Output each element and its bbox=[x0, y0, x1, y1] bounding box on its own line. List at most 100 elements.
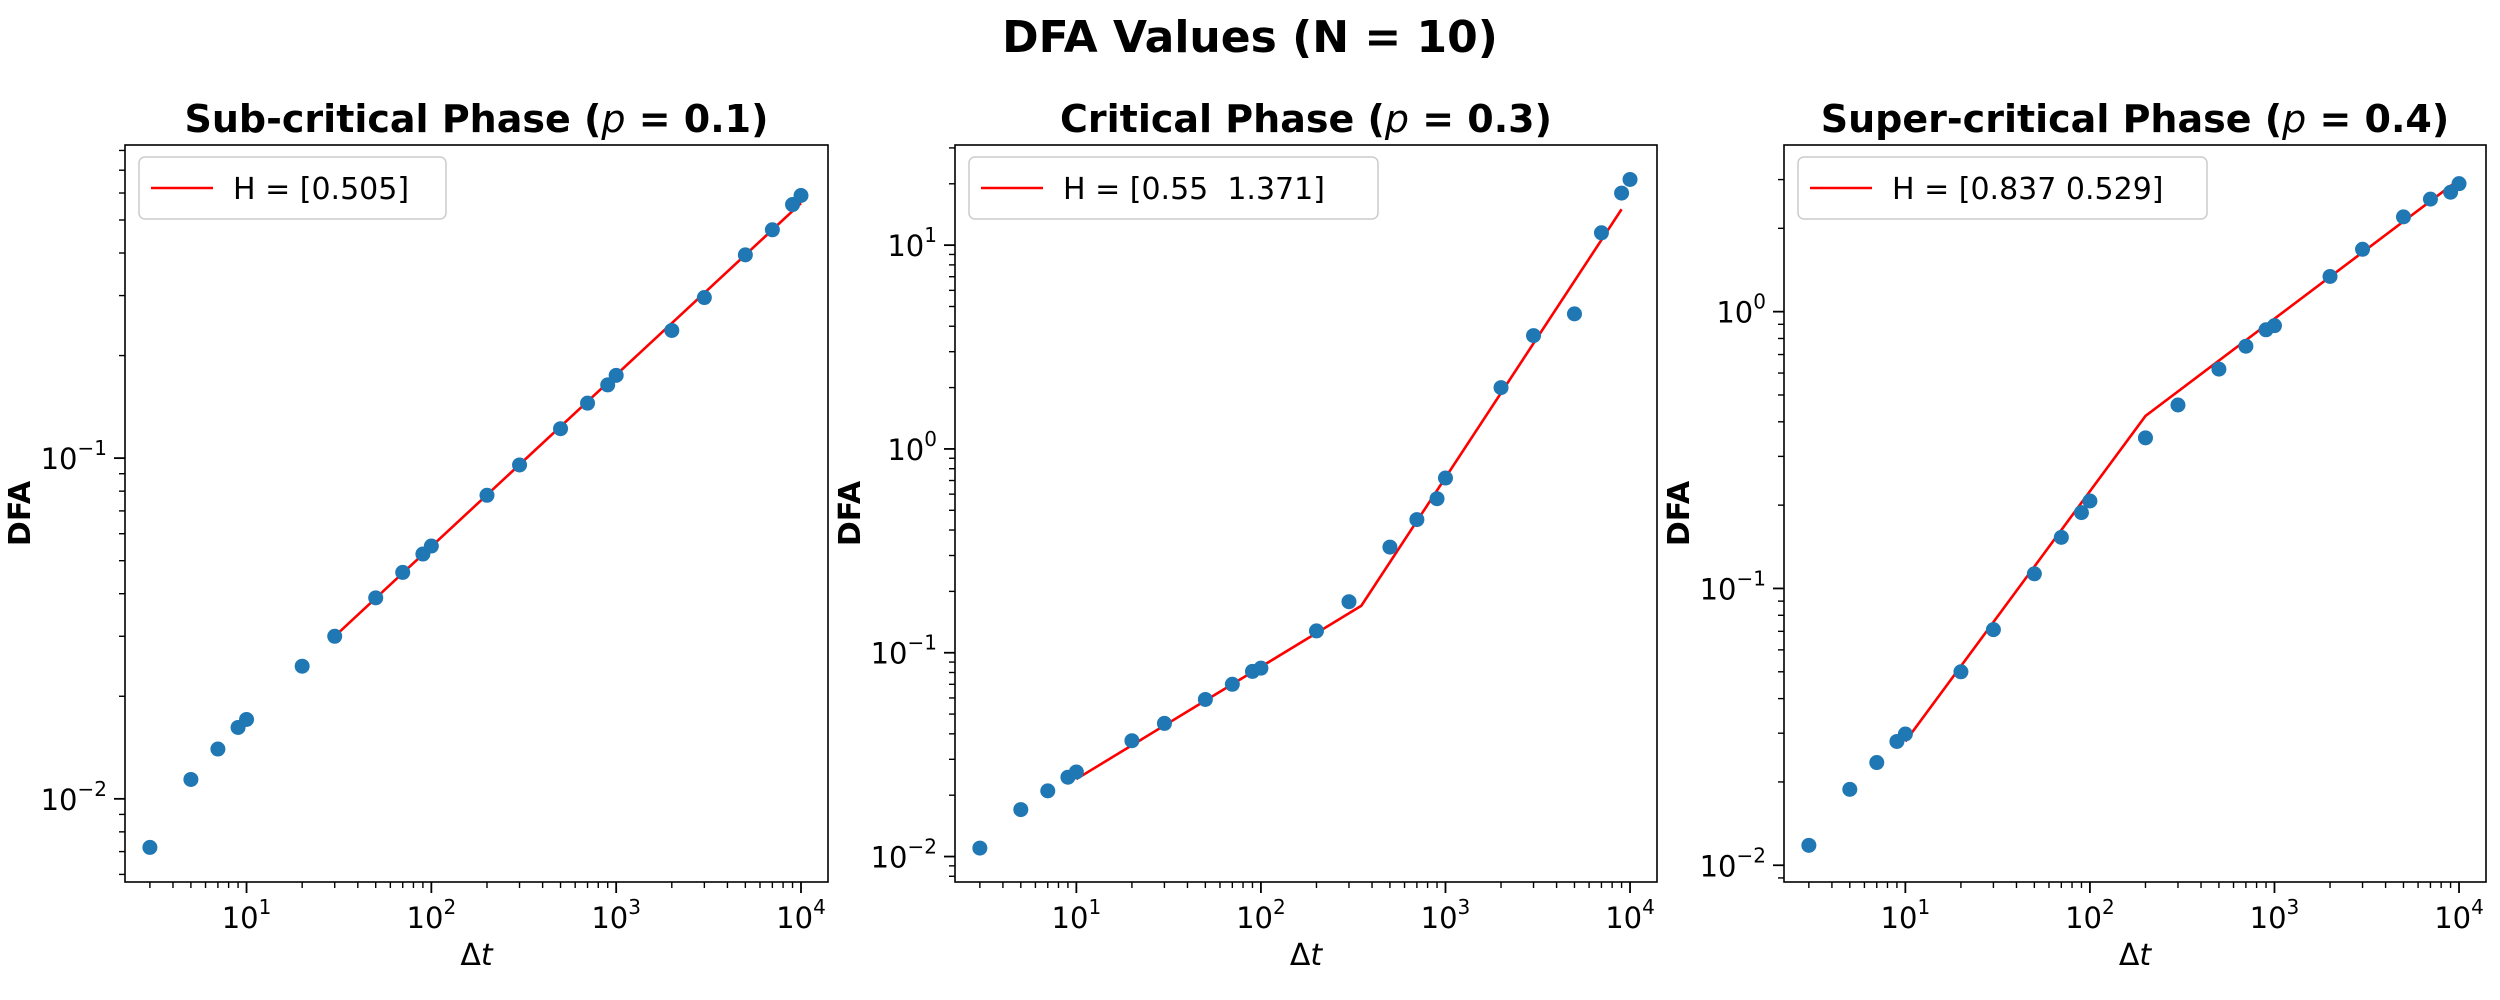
y-axis-label: DFA bbox=[3, 480, 38, 546]
data-point bbox=[1224, 676, 1240, 692]
data-point bbox=[239, 711, 255, 727]
data-point bbox=[1040, 783, 1056, 799]
x-tick-label: 104 bbox=[776, 895, 826, 935]
data-point bbox=[1869, 755, 1885, 771]
legend-box bbox=[968, 156, 1379, 220]
legend-box bbox=[1797, 156, 2208, 220]
chart-panel-1: 101 102 103 104 10−2 10−1 Sub-critical Phase (… bbox=[3, 97, 829, 973]
data-point bbox=[2451, 176, 2467, 192]
data-point bbox=[479, 487, 495, 503]
data-point bbox=[2053, 529, 2069, 545]
data-point bbox=[1156, 715, 1172, 731]
x-tick-label: 103 bbox=[1421, 895, 1471, 935]
data-point bbox=[2082, 493, 2098, 509]
chart-title: Sub-critical Phase (p = 0.1) bbox=[185, 97, 769, 141]
x-axis-label: Δt bbox=[2119, 938, 2153, 973]
scatter-series bbox=[972, 171, 1638, 856]
legend-box bbox=[138, 156, 447, 220]
data-point bbox=[1953, 664, 1969, 680]
data-point bbox=[1308, 623, 1324, 639]
legend: H = [0.837 0.529] bbox=[1797, 156, 2208, 220]
y-tick-label: 10−2 bbox=[871, 835, 937, 875]
y-axis-label: DFA bbox=[1662, 480, 1697, 546]
data-point bbox=[2026, 566, 2042, 582]
data-point bbox=[395, 564, 411, 580]
data-point bbox=[2355, 241, 2371, 257]
data-point bbox=[1013, 802, 1029, 818]
figure-suptitle: DFA Values (N = 10) bbox=[1002, 12, 1498, 63]
data-point bbox=[2073, 505, 2089, 521]
data-point bbox=[1382, 539, 1398, 555]
y-axis-label: DFA bbox=[833, 480, 868, 546]
fit-line bbox=[1075, 208, 1623, 781]
data-point bbox=[2211, 361, 2227, 377]
x-tick-label: 104 bbox=[2434, 895, 2484, 935]
data-point bbox=[423, 538, 439, 554]
x-tick-label: 102 bbox=[2065, 895, 2115, 935]
axes-frame bbox=[954, 144, 1658, 883]
y-tick-label: 10−1 bbox=[871, 631, 937, 671]
x-axis-label: Δt bbox=[460, 938, 494, 973]
minor-ticks bbox=[1778, 178, 2452, 888]
data-point bbox=[2422, 191, 2438, 207]
data-point bbox=[512, 457, 528, 473]
data-point bbox=[737, 247, 753, 263]
y-tick-label: 100 bbox=[1716, 290, 1766, 330]
axes-frame bbox=[1783, 144, 2487, 883]
data-point bbox=[1614, 185, 1630, 201]
fit-line bbox=[333, 202, 802, 638]
data-point bbox=[210, 741, 226, 757]
data-point bbox=[1622, 171, 1638, 187]
chart-panel-2: 101 102 103 104 10−2 10−1 100 101 Critical Phase… bbox=[833, 97, 1658, 973]
data-point bbox=[1409, 512, 1425, 528]
data-point bbox=[696, 290, 712, 306]
legend-label: H = [0.55 1.371] bbox=[1063, 172, 1325, 207]
data-point bbox=[2395, 209, 2411, 225]
scatter-series bbox=[1801, 176, 2467, 853]
data-point bbox=[1429, 491, 1445, 507]
y-tick-label: 10−1 bbox=[41, 436, 107, 476]
data-point bbox=[972, 840, 988, 856]
data-point bbox=[1197, 691, 1213, 707]
data-point bbox=[580, 395, 596, 411]
data-point bbox=[608, 367, 624, 383]
x-tick-label: 103 bbox=[2250, 895, 2300, 935]
legend: H = [0.505] bbox=[138, 156, 447, 220]
legend: H = [0.55 1.371] bbox=[968, 156, 1379, 220]
legend-label: H = [0.505] bbox=[233, 172, 409, 207]
y-tick-label: 10−2 bbox=[1700, 843, 1766, 883]
scatter-series bbox=[142, 188, 809, 855]
minor-ticks bbox=[949, 147, 1623, 888]
data-point bbox=[1253, 660, 1269, 676]
data-point bbox=[2322, 268, 2338, 284]
y-tick-label: 101 bbox=[887, 223, 937, 263]
x-axis-label: Δt bbox=[1290, 938, 1324, 973]
data-point bbox=[1566, 306, 1582, 322]
data-point bbox=[1985, 622, 2001, 638]
data-point bbox=[1526, 328, 1542, 344]
x-tick-label: 101 bbox=[1881, 895, 1931, 935]
data-point bbox=[1124, 733, 1140, 749]
x-tick-label: 101 bbox=[1052, 895, 1102, 935]
y-tick-label: 10−1 bbox=[1700, 566, 1766, 606]
data-point bbox=[553, 421, 569, 437]
x-tick-label: 103 bbox=[591, 895, 641, 935]
fit-line bbox=[1904, 178, 2460, 743]
data-point bbox=[764, 222, 780, 238]
data-point bbox=[368, 590, 384, 606]
x-tick-label: 102 bbox=[407, 895, 457, 935]
legend-label: H = [0.837 0.529] bbox=[1892, 172, 2163, 207]
chart-panel-3: 101 102 103 104 10−2 10−1 100 Super-critical Ph… bbox=[1662, 97, 2487, 973]
data-point bbox=[1801, 837, 1817, 853]
data-point bbox=[1341, 594, 1357, 610]
axes-frame bbox=[124, 144, 829, 883]
data-point bbox=[1842, 781, 1858, 797]
data-point bbox=[1897, 726, 1913, 742]
chart-title: Critical Phase (p = 0.3) bbox=[1060, 97, 1552, 141]
data-point bbox=[2170, 397, 2186, 413]
y-tick-label: 100 bbox=[887, 427, 937, 467]
x-tick-label: 104 bbox=[1605, 895, 1655, 935]
x-tick-label: 101 bbox=[222, 895, 272, 935]
data-point bbox=[2266, 318, 2282, 334]
